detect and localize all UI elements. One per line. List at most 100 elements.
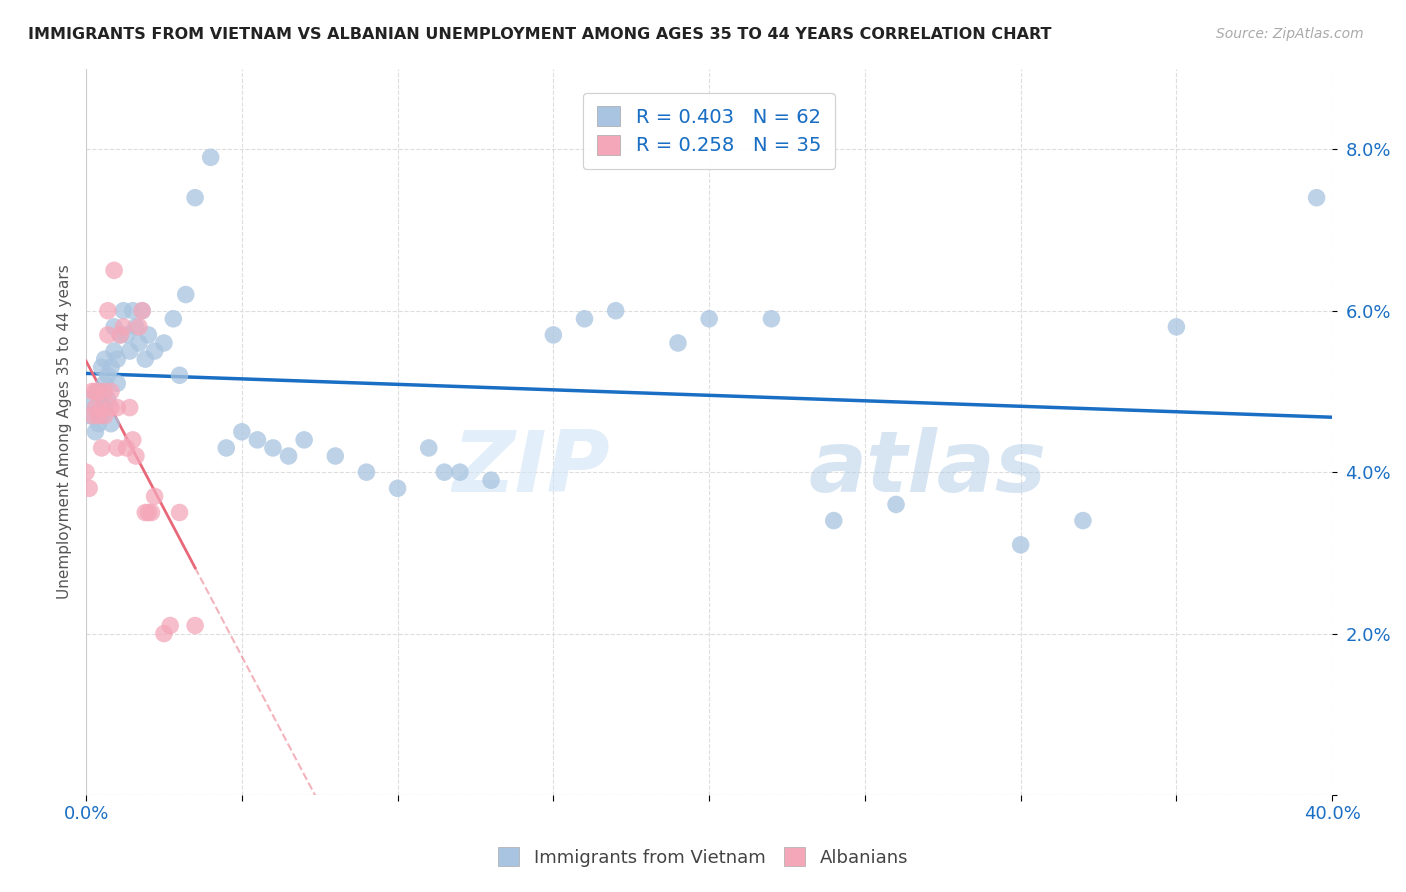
- Point: [100, 417, 122, 431]
- Point: [105, 441, 128, 455]
- Point: [823, 514, 845, 528]
- Point: [323, 449, 346, 463]
- Point: [100, 360, 122, 375]
- Point: [125, 319, 148, 334]
- Point: [94, 352, 117, 367]
- Point: [1071, 514, 1094, 528]
- Point: [1166, 319, 1188, 334]
- Point: [162, 311, 184, 326]
- Point: [82, 409, 104, 423]
- Point: [184, 618, 207, 632]
- Point: [90, 441, 112, 455]
- Point: [103, 319, 125, 334]
- Point: [105, 401, 128, 415]
- Point: [97, 303, 120, 318]
- Point: [138, 506, 160, 520]
- Point: [143, 344, 166, 359]
- Point: [94, 376, 117, 391]
- Point: [128, 336, 150, 351]
- Point: [125, 449, 148, 463]
- Point: [115, 441, 138, 455]
- Point: [94, 401, 117, 415]
- Point: [112, 319, 135, 334]
- Point: [110, 327, 132, 342]
- Point: [87, 384, 110, 399]
- Y-axis label: Unemployment Among Ages 35 to 44 years: Unemployment Among Ages 35 to 44 years: [58, 264, 72, 599]
- Point: [159, 618, 181, 632]
- Point: [103, 263, 125, 277]
- Text: ZIP: ZIP: [451, 426, 609, 509]
- Point: [433, 465, 456, 479]
- Point: [131, 303, 153, 318]
- Point: [131, 303, 153, 318]
- Point: [174, 287, 197, 301]
- Legend: R = 0.403   N = 62, R = 0.258   N = 35: R = 0.403 N = 62, R = 0.258 N = 35: [583, 93, 835, 169]
- Point: [97, 392, 120, 407]
- Point: [128, 319, 150, 334]
- Point: [97, 368, 120, 383]
- Point: [84, 401, 107, 415]
- Point: [1305, 191, 1327, 205]
- Point: [262, 441, 284, 455]
- Point: [479, 473, 502, 487]
- Point: [84, 384, 107, 399]
- Point: [153, 336, 176, 351]
- Point: [100, 384, 122, 399]
- Text: atlas: atlas: [808, 426, 1047, 509]
- Point: [94, 384, 117, 399]
- Point: [292, 433, 315, 447]
- Point: [77, 409, 100, 423]
- Point: [574, 311, 596, 326]
- Point: [356, 465, 378, 479]
- Point: [118, 401, 141, 415]
- Legend: Immigrants from Vietnam, Albanians: Immigrants from Vietnam, Albanians: [491, 840, 915, 874]
- Point: [134, 506, 156, 520]
- Point: [90, 409, 112, 423]
- Text: Source: ZipAtlas.com: Source: ZipAtlas.com: [1216, 27, 1364, 41]
- Point: [103, 344, 125, 359]
- Point: [82, 384, 104, 399]
- Point: [134, 352, 156, 367]
- Point: [418, 441, 440, 455]
- Point: [87, 384, 110, 399]
- Point: [1010, 538, 1032, 552]
- Point: [884, 498, 907, 512]
- Point: [169, 368, 191, 383]
- Point: [90, 384, 112, 399]
- Point: [121, 303, 143, 318]
- Point: [82, 392, 104, 407]
- Point: [449, 465, 471, 479]
- Point: [143, 489, 166, 503]
- Point: [97, 327, 120, 342]
- Point: [666, 336, 689, 351]
- Point: [231, 425, 253, 439]
- Point: [105, 352, 128, 367]
- Text: IMMIGRANTS FROM VIETNAM VS ALBANIAN UNEMPLOYMENT AMONG AGES 35 TO 44 YEARS CORRE: IMMIGRANTS FROM VIETNAM VS ALBANIAN UNEM…: [28, 27, 1052, 42]
- Point: [215, 441, 238, 455]
- Point: [277, 449, 299, 463]
- Point: [200, 150, 222, 164]
- Point: [543, 327, 565, 342]
- Point: [90, 360, 112, 375]
- Point: [605, 303, 627, 318]
- Point: [84, 425, 107, 439]
- Point: [75, 465, 97, 479]
- Point: [153, 626, 176, 640]
- Point: [112, 303, 135, 318]
- Point: [105, 376, 128, 391]
- Point: [100, 401, 122, 415]
- Point: [246, 433, 269, 447]
- Point: [184, 191, 207, 205]
- Point: [94, 409, 117, 423]
- Point: [90, 401, 112, 415]
- Point: [697, 311, 720, 326]
- Point: [110, 327, 132, 342]
- Point: [84, 401, 107, 415]
- Point: [141, 506, 163, 520]
- Point: [118, 344, 141, 359]
- Point: [169, 506, 191, 520]
- Point: [87, 417, 110, 431]
- Point: [761, 311, 783, 326]
- Point: [138, 327, 160, 342]
- Point: [387, 481, 409, 495]
